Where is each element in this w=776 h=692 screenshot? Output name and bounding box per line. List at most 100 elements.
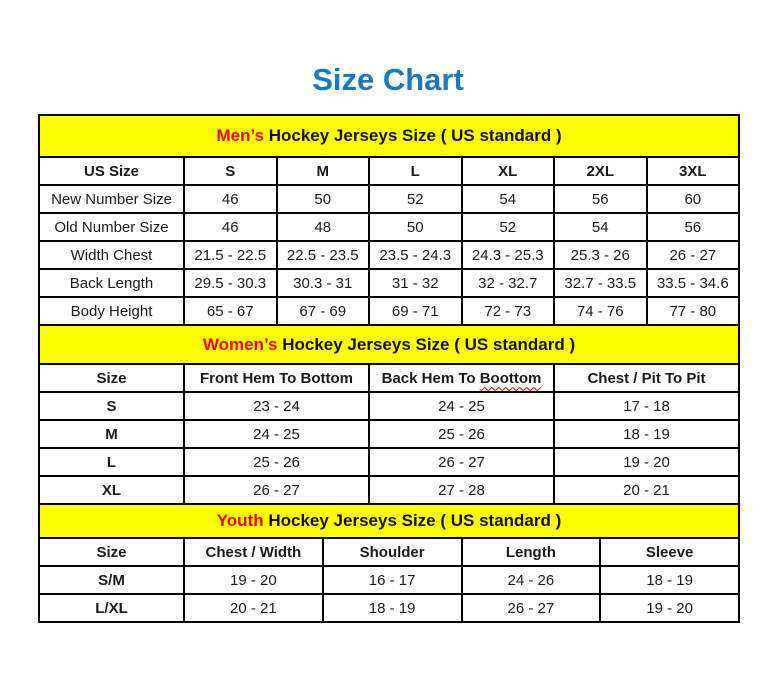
youth-cell: 18 - 19 [321, 593, 463, 623]
youth-caption-text: Hockey Jerseys Size ( US standard ) [263, 511, 562, 530]
mens-cell: 54 [553, 212, 648, 242]
womens-cell: 18 - 19 [552, 419, 741, 449]
mens-column-header: 3XL [645, 156, 741, 186]
size-tables-container: Men’s Hockey Jerseys Size ( US standard … [37, 114, 741, 623]
mens-cell: 21.5 - 22.5 [183, 240, 278, 270]
youth-cell: 26 - 27 [460, 593, 602, 623]
mens-row-label: Old Number Size [38, 212, 185, 242]
mens-cell: 25.3 - 26 [553, 240, 648, 270]
womens-cell: 23 - 24 [183, 391, 370, 421]
mens-cell: 72 - 73 [460, 296, 555, 326]
youth-cell: 19 - 20 [599, 593, 740, 623]
youth-caption-highlight: Youth [216, 511, 264, 530]
womens-cell: 24 - 25 [183, 419, 370, 449]
mens-data-row: Old Number Size 46 48 50 52 54 56 [38, 212, 741, 242]
mens-row-label: Back Length [38, 268, 185, 298]
womens-data-row: M 24 - 25 25 - 26 18 - 19 [38, 419, 741, 449]
youth-column-header: Shoulder [321, 537, 463, 567]
mens-cell: 30.3 - 31 [275, 268, 370, 298]
mens-caption: Men’s Hockey Jerseys Size ( US standard … [37, 114, 741, 158]
mens-size-table: Men’s Hockey Jerseys Size ( US standard … [37, 114, 741, 326]
womens-cell: 25 - 26 [183, 447, 370, 477]
womens-size-table: Women’s Hockey Jerseys Size ( US standar… [37, 324, 741, 505]
mens-cell: 50 [368, 212, 463, 242]
womens-misspelled-word: Boottom [479, 369, 542, 387]
mens-column-header: L [368, 156, 463, 186]
mens-data-row: Back Length 29.5 - 30.3 30.3 - 31 31 - 32 32… [38, 268, 741, 298]
youth-column-header: Sleeve [599, 537, 740, 567]
youth-cell: 20 - 21 [183, 593, 324, 623]
mens-cell: 69 - 71 [368, 296, 463, 326]
mens-cell: 74 - 76 [553, 296, 648, 326]
mens-column-header: S [183, 156, 278, 186]
youth-cell: 16 - 17 [321, 565, 463, 595]
mens-column-header: M [275, 156, 370, 186]
mens-data-row: New Number Size 46 50 52 54 56 60 [38, 184, 741, 214]
mens-row-label: Width Chest [38, 240, 185, 270]
womens-cell: 17 - 18 [552, 391, 741, 421]
youth-column-header: Length [460, 537, 602, 567]
page-title: Size Chart [312, 62, 464, 97]
womens-column-header: Back Hem To Boottom [368, 363, 555, 393]
mens-cell: 33.5 - 34.6 [645, 268, 741, 298]
youth-data-row: S/M 19 - 20 16 - 17 24 - 26 18 - 19 [38, 565, 740, 595]
mens-cell: 56 [645, 212, 741, 242]
mens-cell: 24.3 - 25.3 [460, 240, 555, 270]
mens-cell: 23.5 - 24.3 [368, 240, 463, 270]
mens-cell: 48 [275, 212, 370, 242]
mens-data-row: Width Chest 21.5 - 22.5 22.5 - 23.5 23.5 - … [38, 240, 741, 270]
mens-cell: 67 - 69 [275, 296, 370, 326]
youth-cell: 19 - 20 [183, 565, 324, 595]
mens-caption-text: Hockey Jerseys Size ( US standard ) [264, 126, 562, 145]
youth-caption-row: Youth Hockey Jerseys Size ( US standard … [38, 503, 740, 539]
mens-cell: 65 - 67 [183, 296, 278, 326]
mens-row-label: New Number Size [38, 184, 185, 214]
womens-cell: 26 - 27 [368, 447, 555, 477]
mens-cell: 32 - 32.7 [460, 268, 555, 298]
youth-row-label: L/XL [38, 593, 185, 623]
mens-header-row: US Size S M L XL 2XL 3XL [38, 156, 741, 186]
mens-cell: 52 [460, 212, 555, 242]
womens-row-label: L [38, 447, 185, 477]
youth-data-row: L/XL 20 - 21 18 - 19 26 - 27 19 - 20 [38, 593, 740, 623]
youth-cell: 18 - 19 [599, 565, 740, 595]
mens-caption-row: Men’s Hockey Jerseys Size ( US standard … [37, 114, 741, 158]
womens-row-label: S [38, 391, 185, 421]
mens-column-header: US Size [38, 156, 185, 186]
womens-cell: 20 - 21 [552, 475, 741, 505]
youth-column-header: Size [38, 537, 185, 567]
mens-cell: 31 - 32 [368, 268, 463, 298]
youth-header-row: Size Chest / Width Shoulder Length Sleeve [38, 537, 740, 567]
womens-cell: 25 - 26 [368, 419, 555, 449]
womens-cell: 27 - 28 [368, 475, 555, 505]
youth-column-header: Chest / Width [183, 537, 324, 567]
mens-data-row: Body Height 65 - 67 67 - 69 69 - 71 72 - 73 7… [38, 296, 741, 326]
womens-caption-text: Hockey Jerseys Size ( US standard ) [277, 334, 576, 354]
youth-cell: 24 - 26 [460, 565, 602, 595]
mens-cell: 26 - 27 [645, 240, 741, 270]
mens-cell: 56 [553, 184, 648, 214]
womens-row-label: XL [38, 475, 185, 505]
mens-cell: 46 [183, 212, 278, 242]
mens-cell: 46 [183, 184, 278, 214]
womens-data-row: S 23 - 24 24 - 25 17 - 18 [38, 391, 741, 421]
womens-caption-row: Women’s Hockey Jerseys Size ( US standar… [37, 324, 741, 365]
youth-row-label: S/M [38, 565, 185, 595]
womens-caption-highlight: Women’s [202, 334, 278, 354]
womens-cell: 19 - 20 [552, 447, 741, 477]
mens-cell: 29.5 - 30.3 [183, 268, 278, 298]
mens-cell: 52 [368, 184, 463, 214]
womens-data-row: L 25 - 26 26 - 27 19 - 20 [38, 447, 741, 477]
womens-caption: Women’s Hockey Jerseys Size ( US standar… [37, 324, 741, 365]
womens-data-row: XL 26 - 27 27 - 28 20 - 21 [38, 475, 741, 505]
womens-cell: 26 - 27 [183, 475, 370, 505]
mens-cell: 77 - 80 [645, 296, 741, 326]
mens-cell: 60 [645, 184, 741, 214]
mens-cell: 32.7 - 33.5 [553, 268, 648, 298]
mens-cell: 22.5 - 23.5 [275, 240, 370, 270]
mens-row-label: Body Height [38, 296, 185, 326]
mens-caption-highlight: Men’s [216, 126, 264, 145]
mens-cell: 54 [460, 184, 555, 214]
youth-size-table: Youth Hockey Jerseys Size ( US standard … [38, 503, 740, 623]
